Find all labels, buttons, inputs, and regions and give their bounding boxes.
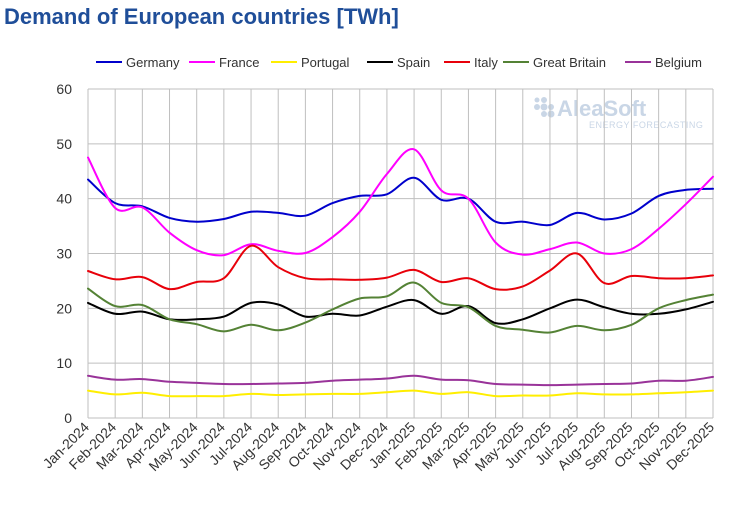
legend-label-spain: Spain (397, 55, 430, 70)
chart-title: Demand of European countries [TWh] (4, 4, 399, 29)
series-line-italy (87, 244, 714, 291)
series-lines (87, 148, 714, 398)
series-line-spain (87, 298, 714, 325)
series-line-france (87, 148, 714, 257)
series-line-great-britain (87, 281, 714, 334)
grid (87, 88, 714, 419)
legend-label-france: France (219, 55, 259, 70)
y-tick-label: 60 (56, 81, 72, 97)
y-tick-label: 10 (56, 355, 72, 371)
watermark: AleaSoft ENERGY FORECASTING (534, 96, 703, 130)
watermark-tagline: ENERGY FORECASTING (589, 120, 703, 130)
y-tick-label: 20 (56, 300, 72, 316)
legend-label-belgium: Belgium (655, 55, 702, 70)
y-tick-label: 0 (64, 410, 72, 426)
y-tick-label: 30 (56, 246, 72, 262)
x-axis: Jan-2024Feb-2024Mar-2024Apr-2024May-2024… (40, 419, 718, 474)
legend-label-great-britain: Great Britain (533, 55, 606, 70)
y-tick-label: 50 (56, 136, 72, 152)
series-line-belgium (87, 374, 714, 387)
legend: Germany France Portugal Spain Italy Great Bri… (96, 55, 702, 70)
aleasoft-logo-icon (534, 97, 555, 118)
y-tick-label: 40 (56, 191, 72, 207)
watermark-brand: AleaSoft (557, 96, 647, 121)
legend-label-portugal: Portugal (301, 55, 350, 70)
legend-label-italy: Italy (474, 55, 498, 70)
series-line-germany (87, 176, 714, 227)
legend-label-germany: Germany (126, 55, 180, 70)
y-axis: 0 10 20 30 40 50 60 (56, 81, 72, 426)
series-line-portugal (87, 389, 714, 398)
